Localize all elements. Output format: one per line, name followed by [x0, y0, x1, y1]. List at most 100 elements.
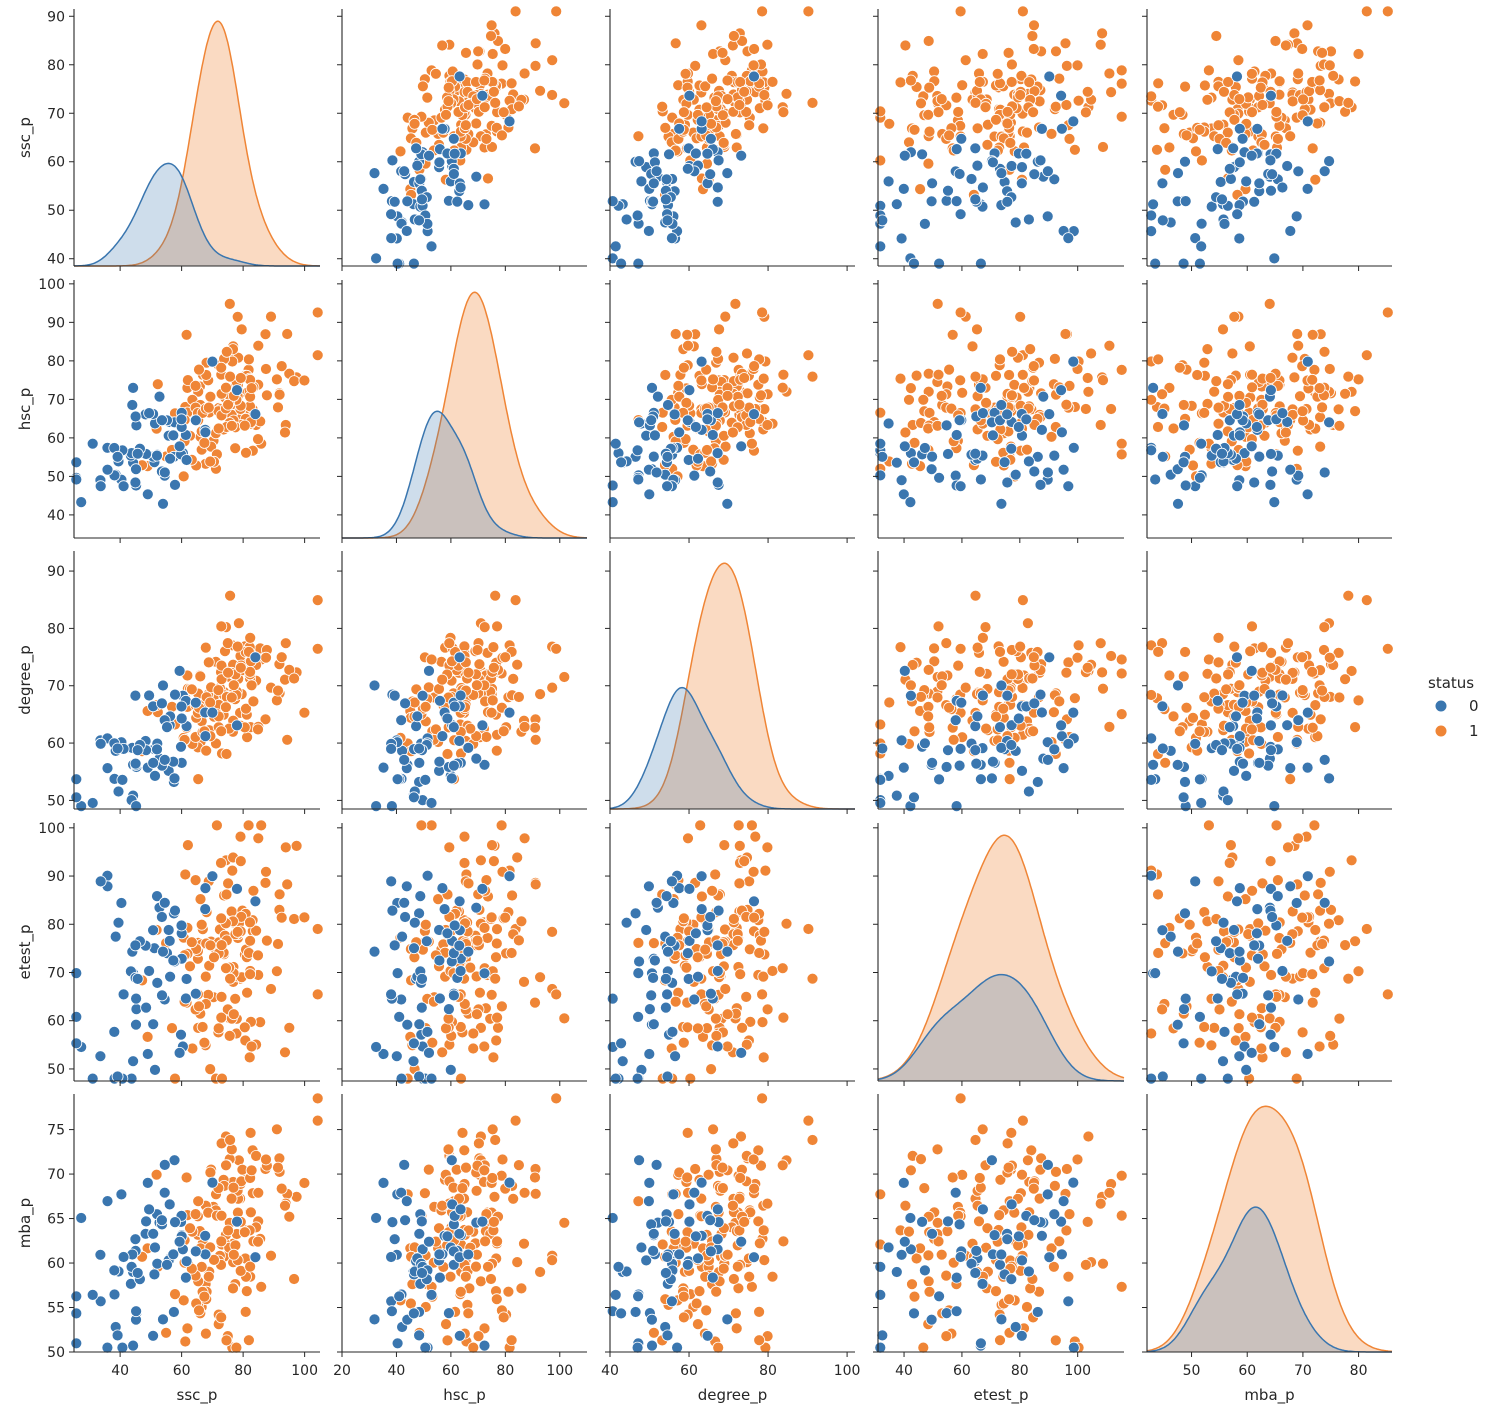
point-degree_p-mba_p-status-1-107 — [727, 1137, 740, 1150]
point-etest_p-mba_p-status-1-146 — [1027, 1182, 1040, 1195]
point-mba_p-ssc_p-status-0-62 — [1172, 167, 1184, 180]
point-mba_p-ssc_p-status-0-6 — [1281, 160, 1294, 172]
point-degree_p-etest_p-status-1-143 — [678, 912, 690, 925]
x-tick-label: 40 — [601, 1363, 619, 1379]
point-mba_p-ssc_p-status-1-114 — [1152, 100, 1164, 113]
point-hsc_p-etest_p-status-1-112 — [436, 1046, 449, 1059]
point-mba_p-hsc_p-status-1-133 — [1323, 363, 1336, 375]
point-hsc_p-degree_p-status-1-147 — [487, 661, 500, 674]
y-tick-label: 70 — [47, 392, 65, 408]
point-degree_p-ssc_p-status-1-147 — [738, 85, 751, 98]
point-degree_p-mba_p-status-1-69 — [757, 1224, 770, 1237]
point-degree_p-ssc_p-status-1-121 — [728, 30, 740, 42]
point-etest_p-mba_p-status-1-141 — [935, 1248, 948, 1261]
point-ssc_p-mba_p-status-0-32 — [101, 1195, 114, 1207]
point-degree_p-ssc_p-status-0-59 — [711, 195, 724, 208]
point-hsc_p-mba_p-status-1-17 — [511, 1256, 524, 1268]
point-hsc_p-etest_p-status-1-10 — [495, 819, 508, 832]
point-etest_p-hsc_p-status-1-144 — [969, 370, 982, 383]
point-hsc_p-ssc_p-status-0-32 — [400, 225, 413, 237]
point-ssc_p-mba_p-status-0-6 — [163, 1198, 176, 1211]
point-etest_p-mba_p-status-0-45 — [1043, 1251, 1056, 1264]
point-hsc_p-degree_p-status-0-50 — [407, 791, 420, 804]
point-hsc_p-mba_p-status-0-57 — [503, 1176, 516, 1189]
point-mba_p-degree_p-status-1-44 — [1349, 721, 1361, 733]
point-etest_p-mba_p-status-0-59 — [1001, 1233, 1014, 1246]
point-mba_p-etest_p-status-1-103 — [1156, 1003, 1168, 1016]
point-etest_p-degree_p-status-0-1 — [890, 789, 903, 802]
point-etest_p-mba_p-status-0-44 — [975, 1337, 987, 1350]
point-ssc_p-etest_p-status-0-63 — [131, 973, 144, 985]
point-mba_p-degree_p-status-0-63 — [1216, 744, 1228, 756]
point-degree_p-mba_p-status-0-36 — [612, 1261, 625, 1273]
point-ssc_p-etest_p-status-1-51 — [225, 905, 238, 918]
point-mba_p-etest_p-status-0-14 — [1233, 1050, 1246, 1063]
point-mba_p-etest_p-status-1-14 — [1183, 918, 1196, 931]
point-hsc_p-ssc_p-status-0-37 — [447, 132, 460, 145]
point-mba_p-etest_p-status-0-26 — [1301, 1048, 1314, 1060]
y-tick-label: 70 — [47, 1167, 65, 1183]
point-ssc_p-etest_p-status-1-114 — [220, 888, 233, 901]
point-etest_p-hsc_p-status-1-111 — [1094, 419, 1107, 431]
point-hsc_p-etest_p-status-1-0 — [491, 923, 503, 935]
point-mba_p-degree_p-status-1-68 — [1198, 691, 1211, 704]
point-ssc_p-mba_p-status-1-114 — [220, 1334, 233, 1347]
point-etest_p-mba_p-status-1-44 — [1005, 1127, 1018, 1139]
point-ssc_p-etest_p-status-1-10 — [242, 819, 255, 832]
point-mba_p-ssc_p-status-0-23 — [1292, 165, 1305, 178]
point-ssc_p-hsc_p-status-1-67 — [273, 388, 286, 401]
point-mba_p-hsc_p-status-0-23 — [1292, 469, 1305, 482]
point-ssc_p-degree_p-status-1-131 — [225, 691, 238, 704]
point-degree_p-mba_p-status-1-126 — [777, 1235, 790, 1248]
point-hsc_p-etest_p-status-0-7 — [478, 967, 491, 980]
point-ssc_p-etest_p-status-1-121 — [288, 913, 301, 925]
point-etest_p-degree_p-status-0-40 — [933, 773, 945, 786]
point-mba_p-ssc_p-status-0-32 — [1284, 225, 1297, 237]
point-ssc_p-mba_p-status-1-63 — [240, 1285, 253, 1297]
point-ssc_p-degree_p-status-1-132 — [222, 666, 235, 679]
point-mba_p-hsc_p-status-0-40 — [1194, 471, 1206, 484]
point-etest_p-mba_p-status-0-41 — [950, 1305, 963, 1318]
point-etest_p-hsc_p-status-1-78 — [1115, 448, 1128, 461]
point-etest_p-mba_p-status-0-65 — [977, 1203, 989, 1216]
point-degree_p-ssc_p-status-0-37 — [705, 132, 717, 145]
point-etest_p-mba_p-status-1-60 — [1080, 1259, 1092, 1271]
point-etest_p-mba_p-status-0-1 — [890, 1266, 903, 1278]
point-hsc_p-ssc_p-status-1-120 — [478, 101, 491, 114]
point-etest_p-hsc_p-status-1-60 — [1080, 403, 1092, 415]
point-ssc_p-etest_p-status-1-87 — [244, 916, 256, 929]
point-degree_p-hsc_p-status-0-29 — [668, 408, 681, 421]
point-etest_p-mba_p-status-1-32 — [1017, 1114, 1029, 1127]
point-etest_p-degree_p-status-1-143 — [1027, 725, 1039, 738]
point-ssc_p-hsc_p-status-1-137 — [245, 382, 258, 395]
point-mba_p-degree_p-status-1-141 — [1233, 679, 1246, 692]
point-mba_p-etest_p-status-0-44 — [1149, 967, 1162, 979]
point-etest_p-degree_p-status-1-129 — [922, 710, 935, 723]
point-etest_p-mba_p-status-1-14 — [1021, 1301, 1033, 1313]
point-hsc_p-mba_p-status-0-66 — [413, 1329, 426, 1342]
point-etest_p-mba_p-status-1-135 — [954, 1092, 967, 1105]
point-hsc_p-degree_p-status-0-60 — [425, 797, 438, 809]
point-etest_p-ssc_p-status-1-128 — [1006, 58, 1018, 71]
y-tick-label: 75 — [47, 1123, 65, 1139]
point-etest_p-ssc_p-status-1-115 — [959, 54, 972, 67]
point-ssc_p-degree_p-status-0-44 — [70, 773, 83, 786]
point-hsc_p-degree_p-status-0-39 — [413, 757, 426, 769]
point-hsc_p-ssc_p-status-1-122 — [408, 117, 421, 130]
point-mba_p-etest_p-status-1-26 — [1314, 877, 1327, 889]
point-ssc_p-etest_p-status-0-6 — [163, 935, 176, 947]
point-hsc_p-mba_p-status-1-42 — [507, 1192, 520, 1205]
point-hsc_p-etest_p-status-1-126 — [491, 1011, 504, 1024]
point-hsc_p-etest_p-status-1-123 — [505, 947, 518, 959]
point-degree_p-mba_p-status-1-108 — [731, 1260, 744, 1273]
point-hsc_p-ssc_p-status-1-112 — [436, 39, 449, 52]
point-etest_p-mba_p-status-0-21 — [1056, 1248, 1068, 1261]
point-etest_p-ssc_p-status-1-25 — [1015, 69, 1028, 82]
point-mba_p-hsc_p-status-0-58 — [1266, 465, 1278, 478]
point-degree_p-etest_p-status-0-31 — [649, 954, 661, 967]
point-mba_p-etest_p-status-0-61 — [1318, 896, 1331, 909]
point-mba_p-hsc_p-status-1-108 — [1222, 390, 1234, 403]
point-degree_p-etest_p-status-1-36 — [696, 890, 708, 903]
point-etest_p-hsc_p-status-1-27 — [1018, 381, 1030, 394]
point-ssc_p-degree_p-status-1-141 — [227, 679, 240, 692]
